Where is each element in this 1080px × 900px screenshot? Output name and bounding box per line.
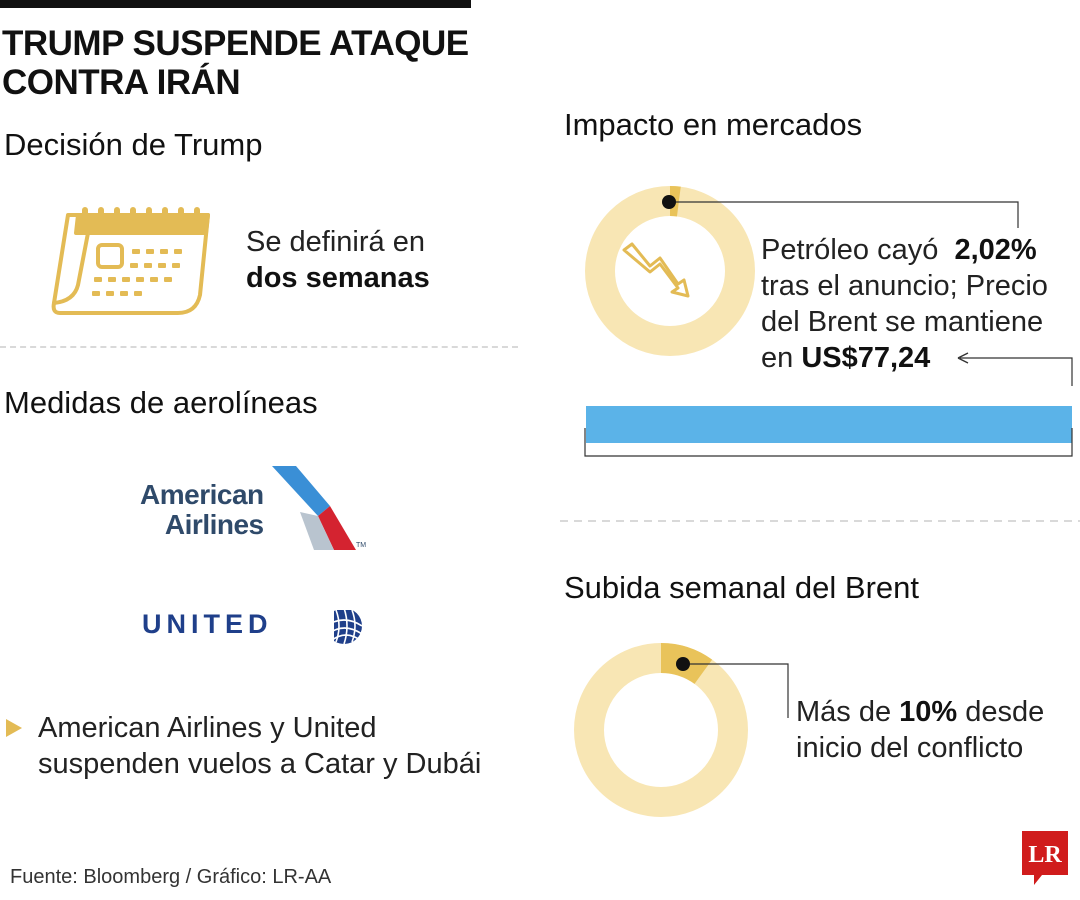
markets-line3: del Brent se mantiene [761,306,1044,338]
lr-logo-text: LR [1028,842,1062,868]
markets-line4: en US$77,24 [761,340,1077,376]
decision-text: Se definirá en dos semanas [246,224,430,296]
markets-line1: Petróleo cayó 2,02% [761,232,1077,268]
markets-leader-dot [662,195,676,209]
american-eagle-icon [272,466,356,550]
lr-logo: LR [1022,831,1068,885]
united-globe-icon [322,604,362,644]
american-tm: TM [356,542,367,549]
brent-weekly-normal1: Más de [796,696,892,728]
markets-leader-line [669,201,1019,228]
american-airlines-logo: American Airlines [140,480,264,540]
brent-price-value: US$77,24 [801,342,931,374]
left-divider [0,346,518,348]
markets-line4-normal: en [761,342,794,374]
brent-weekly-line2: inicio del conflicto [796,732,1024,764]
decision-text-bold: dos semanas [246,262,430,294]
brent-leader-dot [676,657,690,671]
airlines-note-line1: American Airlines y United [38,712,377,744]
united-logo: UNITED [142,609,273,639]
markets-text: Petróleo cayó 2,02% tras el anuncio; Pre… [761,232,1077,376]
american-logo-line2: Airlines [164,509,264,540]
markets-section-title: Impacto en mercados [564,107,863,142]
brent-leader-line [683,663,789,718]
markets-line1-normal: Petróleo cayó [761,234,939,266]
decision-text-normal: Se definirá en [246,226,425,258]
brent-donut-ring [574,643,748,817]
markets-line2: tras el anuncio; Precio [761,270,1048,302]
airlines-section-title: Medidas de aerolíneas [4,385,318,420]
brent-price-leader [960,357,1073,386]
top-rule [0,0,471,8]
american-logo-line1: American [140,479,264,510]
headline: TRUMP SUSPENDE ATAQUE CONTRA IRÁN [2,24,469,102]
brent-weekly-text: Más de 10% desde inicio del conflicto [796,694,1076,766]
brent-bar [586,406,1072,443]
triangle-bullet-icon [6,719,22,737]
airlines-note-line2: suspenden vuelos a Catar y Dubái [38,748,482,780]
brent-weekly-line1: Más de 10% desde [796,694,1076,730]
brent-bar-bracket [584,428,1073,457]
brent-price-arrow-icon [957,352,969,364]
brent-section-title: Subida semanal del Brent [564,570,920,605]
markets-oil-drop-value: 2,02% [954,234,1037,266]
brent-weekly-normal2: desde [965,696,1045,728]
airlines-note: American Airlines y United suspenden vue… [38,710,481,782]
brent-weekly-value: 10% [899,696,958,728]
calendar-icon [51,207,210,315]
source-credit: Fuente: Bloomberg / Gráfico: LR-AA [10,866,332,888]
decision-section-title: Decisión de Trump [4,127,263,162]
trend-down-arrow-icon [622,242,690,298]
